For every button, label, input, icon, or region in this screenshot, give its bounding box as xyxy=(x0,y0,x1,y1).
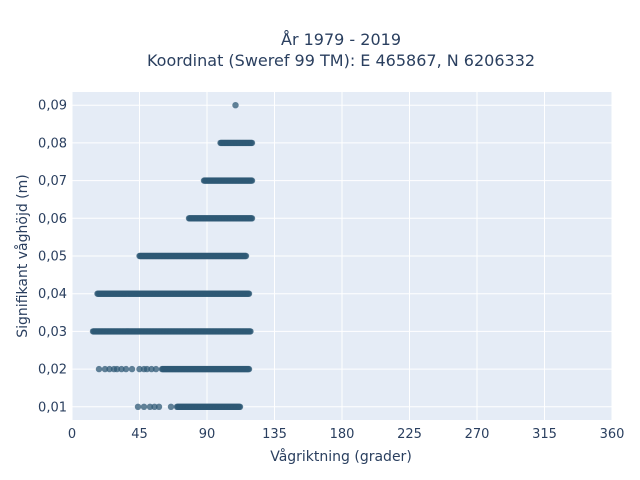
x-tick-label: 225 xyxy=(397,427,422,442)
y-axis-title: Signifikant våghöjd (m) xyxy=(14,174,31,337)
data-point xyxy=(242,252,250,260)
x-axis-title: Vågriktning (grader) xyxy=(270,448,412,465)
y-tick-label: 0,07 xyxy=(38,174,67,189)
data-point xyxy=(152,365,160,373)
y-tick-label: 0,01 xyxy=(38,400,67,415)
data-point xyxy=(128,365,136,373)
y-tick-label: 0,05 xyxy=(38,250,67,265)
data-point xyxy=(248,215,256,222)
data-point xyxy=(248,177,256,184)
x-tick-label: 45 xyxy=(131,427,148,442)
data-point xyxy=(95,365,103,373)
data-point xyxy=(113,365,121,373)
x-tick-label: 270 xyxy=(465,427,490,442)
x-tick-label: 315 xyxy=(532,427,557,442)
data-point xyxy=(118,365,125,373)
grid-lines xyxy=(71,92,613,420)
data-point xyxy=(106,365,113,373)
y-tick-labels: 0,01 0,02 0,03 0,04 0,05 0,06 0,07 0,08 0,09 xyxy=(38,99,67,416)
chart-title: År 1979 - 2019 xyxy=(281,30,401,49)
y-tick-label: 0,04 xyxy=(38,287,67,302)
y-tick-label: 0,09 xyxy=(38,99,67,114)
y-tick-label: 0,02 xyxy=(38,363,67,378)
x-tick-label: 180 xyxy=(330,427,355,442)
x-tick-label: 90 xyxy=(199,427,216,442)
x-tick-labels: 0 45 90 135 180 225 270 315 360 xyxy=(68,427,625,442)
data-point xyxy=(143,365,151,373)
data-point xyxy=(247,328,254,335)
data-point xyxy=(122,365,130,373)
data-point xyxy=(134,403,142,410)
data-point xyxy=(155,403,163,410)
data-point xyxy=(245,365,253,373)
data-point xyxy=(167,403,175,410)
chart-subtitle: Koordinat (Sweref 99 TM): E 465867, N 62… xyxy=(147,51,535,70)
data-point xyxy=(232,102,239,109)
x-tick-label: 0 xyxy=(68,427,76,442)
x-tick-label: 360 xyxy=(600,427,625,442)
data-point xyxy=(136,365,143,373)
y-tick-label: 0,03 xyxy=(38,325,67,340)
data-point xyxy=(146,403,154,410)
data-point xyxy=(236,403,244,410)
data-point xyxy=(148,365,155,373)
data-point xyxy=(248,139,256,147)
x-tick-label: 135 xyxy=(262,427,287,442)
data-points xyxy=(89,102,256,410)
data-point xyxy=(245,290,253,297)
data-point xyxy=(101,365,109,373)
y-tick-label: 0,06 xyxy=(38,212,67,227)
data-point xyxy=(140,403,148,410)
data-point xyxy=(151,403,158,410)
y-tick-label: 0,08 xyxy=(38,136,67,151)
